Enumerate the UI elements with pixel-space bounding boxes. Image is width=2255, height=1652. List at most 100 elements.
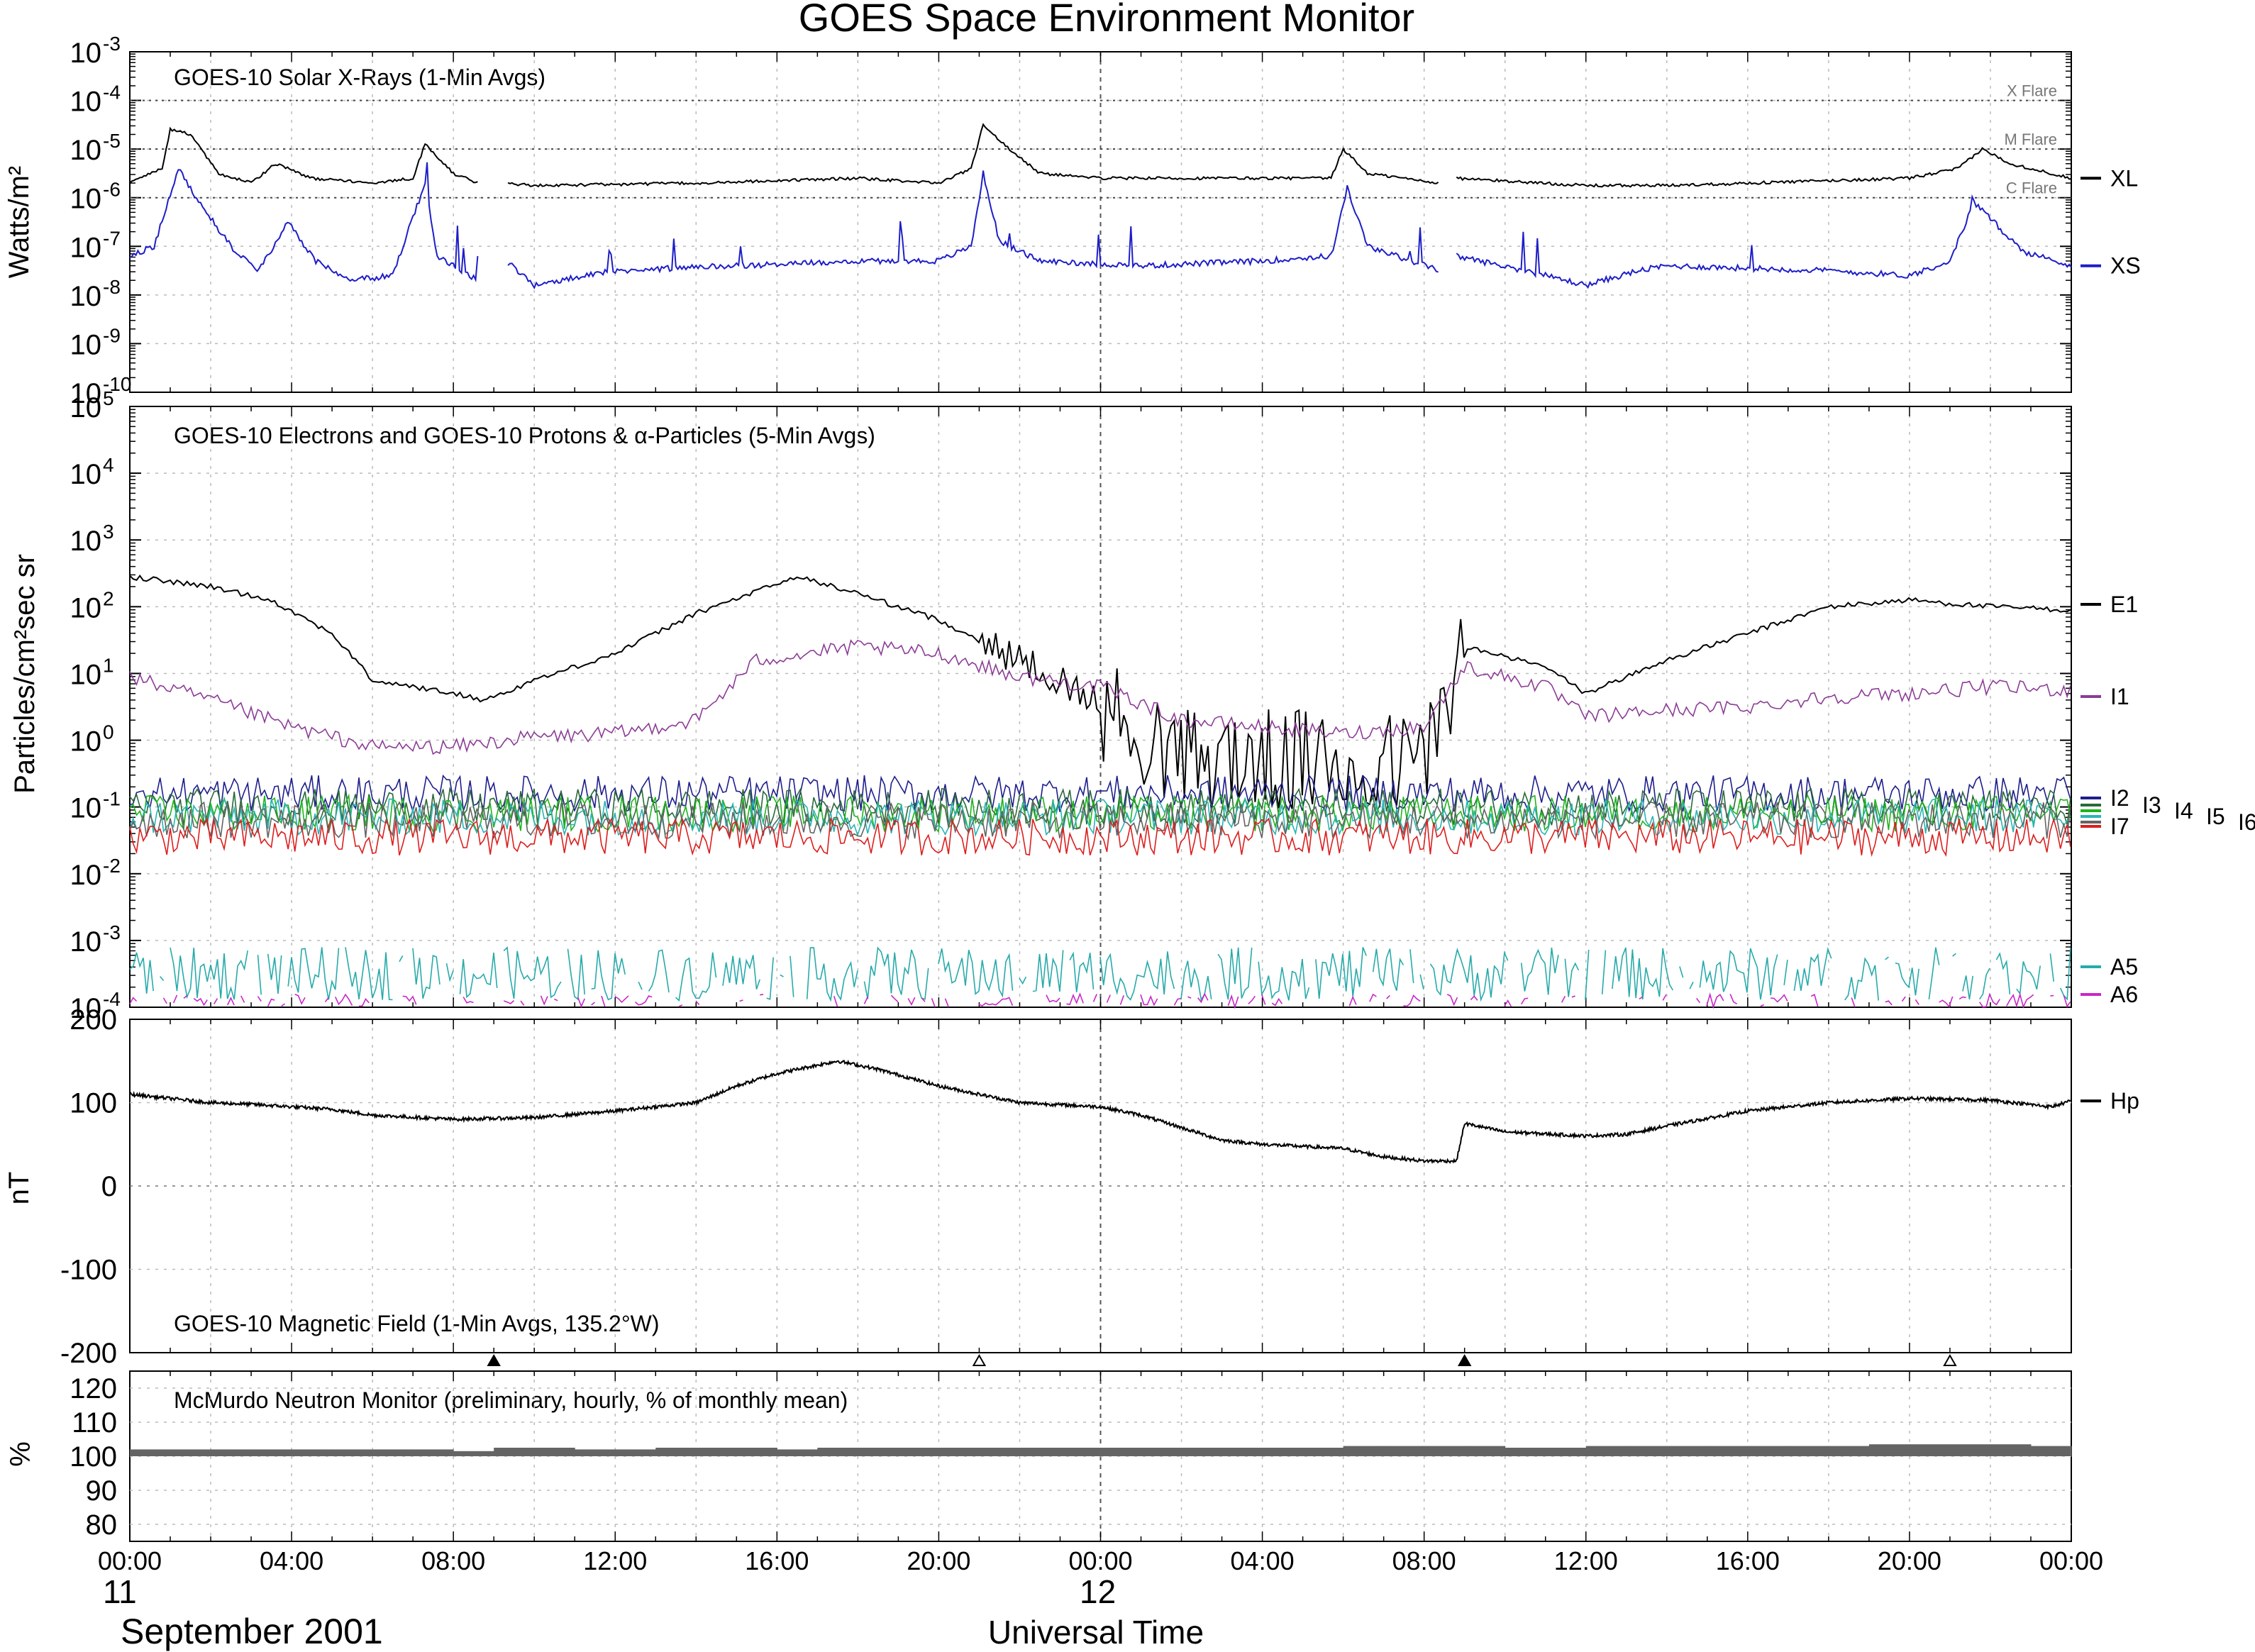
series-I5 (129, 797, 2071, 838)
y-tick-label: 10 (70, 726, 102, 758)
neutron-ylabel: % (5, 1441, 36, 1467)
particles-series (129, 575, 2071, 1009)
E1-legend-label: E1 (2110, 592, 2138, 617)
I3-legend-label: I3 (2142, 792, 2161, 818)
day-label-11: 11 (103, 1573, 137, 1610)
x-tick-label: 20:00 (907, 1546, 970, 1575)
neutron-bar (494, 1448, 535, 1456)
x-tick-label: 04:00 (260, 1546, 323, 1575)
y-tick-exponent: -7 (103, 227, 121, 249)
neutron-bar (777, 1449, 818, 1456)
neutron-bar (615, 1449, 656, 1456)
neutron-bar (1383, 1446, 1425, 1456)
neutron-bar (938, 1448, 980, 1456)
y-tick-label: -200 (60, 1338, 117, 1369)
series-I6 (129, 800, 2071, 841)
magnetic-panel: GOES-10 Magnetic Field (1-Min Avgs, 135.… (4, 1004, 2139, 1369)
xray-thresholds: X Flare M Flare C Flare (130, 82, 2071, 199)
y-tick-exponent: 2 (103, 587, 114, 609)
y-tick-label: 10 (70, 993, 102, 1024)
neutron-bar (1100, 1448, 1142, 1456)
neutron-bar (130, 1449, 171, 1456)
neutron-bar (575, 1449, 616, 1456)
x-tick-label: 12:00 (583, 1546, 647, 1575)
xray-grid (129, 51, 2072, 393)
y-tick-label: 110 (72, 1407, 117, 1438)
neutron-bar (1626, 1446, 1668, 1456)
series-E1 (129, 575, 2071, 812)
neutron-bar (898, 1448, 939, 1456)
y-tick-exponent: -6 (103, 179, 121, 201)
magnetic-grid (129, 1019, 2072, 1353)
y-tick-label: 10 (70, 329, 102, 360)
y-tick-exponent: -1 (103, 788, 121, 810)
y-tick-exponent: -3 (103, 33, 121, 55)
magnetic-ylabel: nT (4, 1172, 35, 1205)
series-A5 (129, 946, 2071, 1002)
y-tick-label: 80 (86, 1509, 118, 1541)
I2-legend-label: I2 (2110, 785, 2129, 811)
neutron-bar (1060, 1448, 1101, 1456)
particles-grid (129, 406, 2072, 1008)
y-tick-label: 0 (101, 1171, 117, 1202)
A5-legend-label: A5 (2110, 954, 2138, 980)
I7-legend-label: I7 (2110, 814, 2129, 839)
y-tick-label: 10 (70, 232, 102, 263)
neutron-bar (1221, 1448, 1263, 1456)
x-tick-label: 20:00 (1878, 1546, 1941, 1575)
x-tick-label: 00:00 (98, 1546, 162, 1575)
neutron-bar (1424, 1446, 1466, 1456)
I6-legend-label: I6 (2238, 809, 2255, 835)
neutron-bar (1707, 1446, 1749, 1456)
y-tick-label: 100 (70, 1088, 117, 1119)
neutron-bar (1909, 1444, 1951, 1456)
xray-ylabel: Watts/m² (4, 166, 35, 279)
threshold-label: M Flare (2004, 131, 2057, 148)
y-tick-label: 120 (70, 1373, 117, 1404)
neutron-bar (332, 1449, 373, 1456)
A6-legend-label: A6 (2110, 982, 2138, 1007)
y-tick-label: 10 (70, 659, 102, 690)
magnetic-series (129, 1059, 2071, 1164)
x-tick-label: 12:00 (1554, 1546, 1618, 1575)
neutron-series (130, 1444, 2072, 1456)
I4-legend-label: I4 (2174, 798, 2193, 824)
neutron-bar (1343, 1446, 1385, 1456)
xray-legend: XL XS (2081, 165, 2141, 279)
x-tick-labels: 00:00 04:00 08:00 12:00 16:00 20:00 00:00 04:00… (98, 1546, 2103, 1575)
month-label: September 2001 (121, 1612, 383, 1651)
threshold-label: X Flare (2007, 82, 2057, 100)
y-tick-exponent: 0 (103, 721, 114, 743)
x-axis-label: Universal Time (988, 1614, 1204, 1651)
magnetic-y-ticks: 200 100 0 -100 -200 (60, 1004, 117, 1369)
y-tick-exponent: -5 (103, 130, 121, 152)
y-tick-label: 10 (70, 378, 102, 409)
particles-ylabel: Particles/cm²sec sr (9, 554, 40, 794)
x-tick-label: 08:00 (1392, 1546, 1456, 1575)
XS-legend-label: XS (2110, 253, 2141, 279)
y-tick-label: 10 (70, 184, 102, 215)
x-tick-label: 16:00 (1716, 1546, 1780, 1575)
open-triangle-marker (972, 1353, 987, 1366)
neutron-bar (1990, 1444, 2032, 1456)
x-tick-label: 08:00 (421, 1546, 485, 1575)
neutron-bar (251, 1449, 292, 1456)
xray-panel: GOES-10 Solar X-Rays (1-Min Avgs) Watts/… (4, 33, 2141, 409)
magnetic-legend: Hp (2081, 1088, 2139, 1114)
day-label-12: 12 (1080, 1573, 1116, 1610)
y-tick-label: 90 (86, 1475, 118, 1507)
series-I2 (129, 774, 2071, 814)
neutron-bar (1302, 1448, 1344, 1456)
neutron-bar (1585, 1446, 1627, 1456)
neutron-bar (1666, 1446, 1708, 1456)
y-tick-exponent: -10 (103, 373, 131, 395)
xray-title: GOES-10 Solar X-Rays (1-Min Avgs) (174, 65, 545, 90)
x-tick-label: 04:00 (1231, 1546, 1295, 1575)
neutron-bar (1464, 1446, 1506, 1456)
neutron-bar (1828, 1446, 1870, 1456)
xray-y-ticks: 10-310-410-510-610-710-810-910-10 (70, 33, 132, 409)
neutron-bar (453, 1451, 494, 1456)
neutron-bar (858, 1448, 899, 1456)
